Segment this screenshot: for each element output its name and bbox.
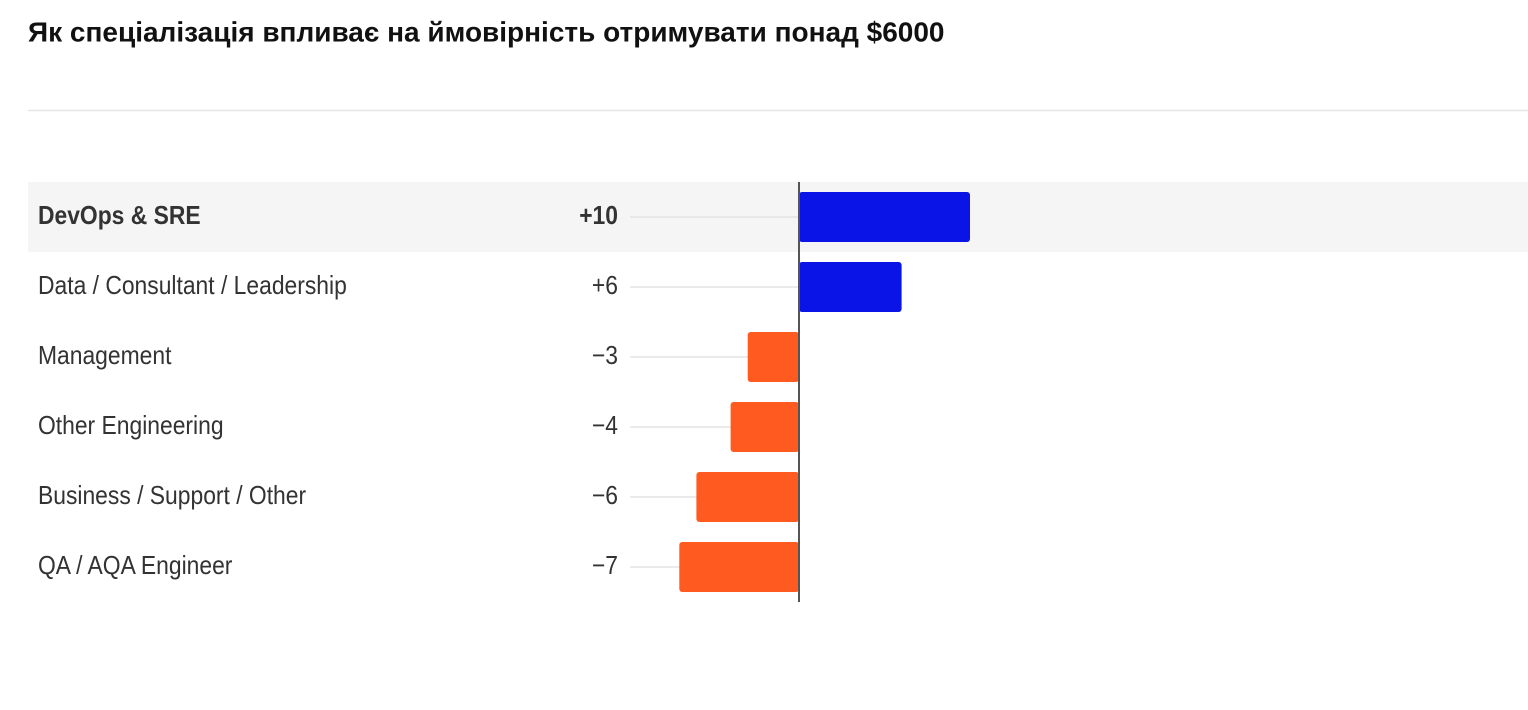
bar xyxy=(799,192,970,242)
chart-title: Як спеціалізація впливає на ймовірність … xyxy=(28,16,945,47)
category-label: Management xyxy=(38,342,172,371)
category-label: QA / AQA Engineer xyxy=(38,552,232,581)
bar xyxy=(730,402,799,452)
category-label: Other Engineering xyxy=(38,412,224,441)
category-label: Business / Support / Other xyxy=(38,482,306,511)
bar xyxy=(679,542,799,592)
value-label: −6 xyxy=(592,482,618,511)
category-label: DevOps & SRE xyxy=(38,202,201,231)
value-label: −7 xyxy=(592,552,618,581)
bar xyxy=(799,262,902,312)
value-label: −3 xyxy=(592,342,618,371)
category-label: Data / Consultant / Leadership xyxy=(38,272,347,301)
value-label: −4 xyxy=(592,412,618,441)
value-label: +6 xyxy=(592,272,618,301)
bar xyxy=(747,332,799,382)
value-label: +10 xyxy=(579,202,618,231)
bar xyxy=(696,472,799,522)
